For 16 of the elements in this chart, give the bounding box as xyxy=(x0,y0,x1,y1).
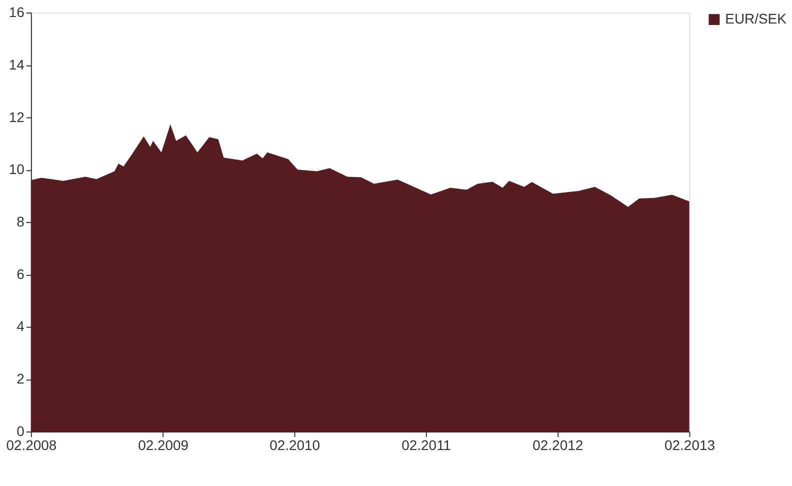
x-tick-label: 02.2012 xyxy=(532,436,584,453)
x-tick-label: 02.2010 xyxy=(270,436,320,453)
y-tick-label: 6 xyxy=(16,266,25,282)
y-tick-label: 12 xyxy=(8,108,25,125)
y-tick-label: 0 xyxy=(16,422,25,439)
y-tick-label: 10 xyxy=(8,161,25,178)
x-tick-label: 02.2008 xyxy=(6,436,57,453)
x-tick-label: 02.2009 xyxy=(138,436,189,453)
y-tick-label: 16 xyxy=(8,4,25,20)
y-tick-label: 8 xyxy=(16,214,25,230)
y-tick-label: 14 xyxy=(8,56,25,72)
legend-label: EUR/SEK xyxy=(725,10,788,27)
y-tick-label: 4 xyxy=(16,318,25,334)
x-tick-label: 02.2011 xyxy=(402,436,452,453)
x-tick-label: 02.2013 xyxy=(664,436,716,453)
y-tick-label: 2 xyxy=(16,370,25,387)
